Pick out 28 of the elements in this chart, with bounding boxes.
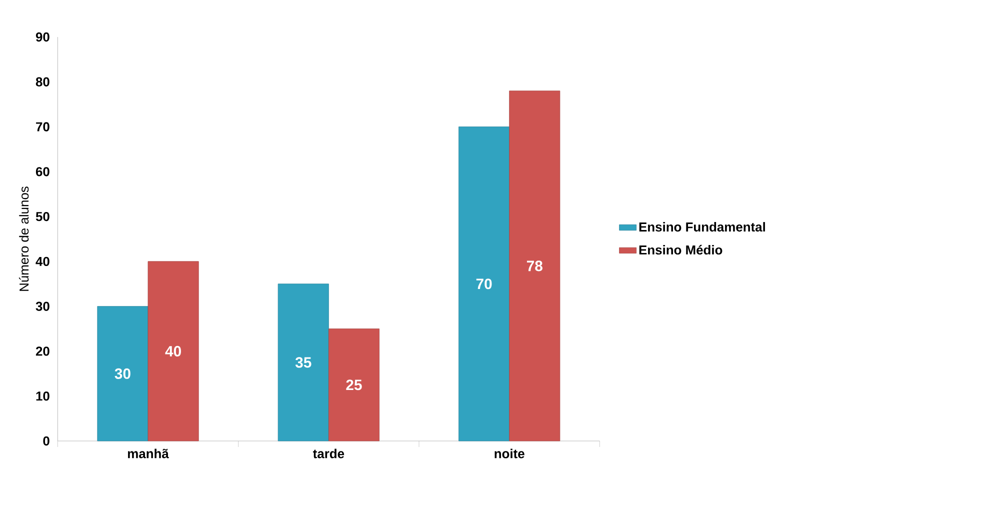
y-tick-label: 90 bbox=[36, 32, 50, 42]
y-tick-label: 80 bbox=[36, 77, 50, 86]
data-label: 70 bbox=[476, 278, 492, 290]
y-tick-label: 50 bbox=[36, 212, 50, 222]
data-label: 30 bbox=[114, 368, 130, 379]
y-tick-label: 30 bbox=[36, 302, 50, 311]
data-label: 78 bbox=[526, 260, 542, 272]
bar bbox=[509, 90, 560, 442]
y-tick-label: 40 bbox=[36, 256, 50, 266]
y-tick-label: 0 bbox=[43, 436, 50, 446]
bar bbox=[328, 328, 380, 442]
y-tick-label: 70 bbox=[36, 122, 50, 132]
y-tick-label: 20 bbox=[36, 346, 50, 356]
bar bbox=[148, 261, 199, 442]
y-axis-title: Número de alunos bbox=[19, 186, 29, 291]
x-tick-label: manhã bbox=[128, 448, 169, 458]
y-tick-label: 10 bbox=[36, 392, 50, 401]
data-label: 25 bbox=[346, 380, 362, 390]
data-label: 40 bbox=[165, 346, 181, 356]
data-label: 35 bbox=[295, 357, 312, 368]
x-tick-label: tarde bbox=[312, 448, 344, 458]
bar bbox=[97, 306, 148, 442]
y-tick-label: 60 bbox=[36, 167, 50, 176]
bar bbox=[278, 284, 329, 442]
x-tick-label: noite bbox=[494, 448, 524, 458]
legend-label: Ensino Fundamental bbox=[639, 222, 765, 232]
legend-label: Ensino Médio bbox=[639, 244, 722, 255]
bar bbox=[458, 126, 510, 442]
